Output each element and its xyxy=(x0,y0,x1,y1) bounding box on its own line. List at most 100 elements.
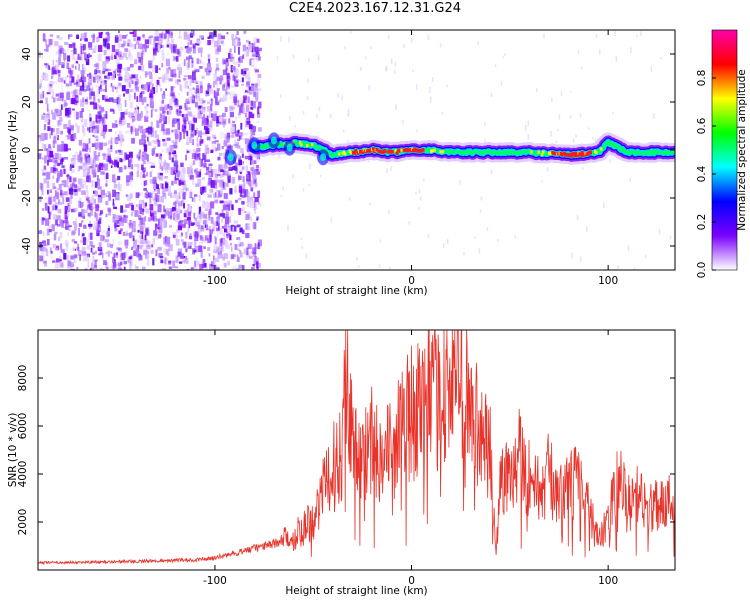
noise-speck xyxy=(116,97,120,105)
noise-speck xyxy=(257,87,262,92)
noise-speck xyxy=(75,217,77,221)
noise-speck xyxy=(242,44,246,52)
noise-speck xyxy=(132,246,135,249)
noise-speck xyxy=(236,254,239,262)
noise-speck xyxy=(210,98,213,102)
noise-speck xyxy=(252,130,256,136)
noise-speck xyxy=(181,114,184,118)
noise-speck xyxy=(82,89,86,93)
noise-speck xyxy=(106,59,109,64)
noise-speck xyxy=(148,62,152,69)
noise-speck xyxy=(82,44,86,51)
noise-speck xyxy=(92,255,95,263)
noise-speck xyxy=(174,200,179,204)
noise-speck xyxy=(127,122,131,128)
noise-speck xyxy=(76,157,79,160)
noise-speck xyxy=(38,138,42,144)
noise-speck xyxy=(252,54,256,57)
noise-speck xyxy=(155,195,160,203)
noise-speck xyxy=(154,30,159,37)
noise-speck xyxy=(217,123,222,127)
noise-speck xyxy=(42,217,46,221)
noise-speck xyxy=(252,160,257,164)
noise-speck xyxy=(234,45,236,53)
x-tick-label: 100 xyxy=(598,575,618,587)
noise-speck xyxy=(218,153,223,156)
noise-speck xyxy=(58,122,62,126)
noise-speck xyxy=(167,191,171,196)
noise-speck xyxy=(91,241,94,249)
noise-speck xyxy=(154,146,156,150)
noise-speck xyxy=(96,80,99,84)
noise-speck xyxy=(232,226,235,231)
noise-speck xyxy=(187,42,190,48)
noise-speck xyxy=(217,193,223,197)
noise-speck xyxy=(131,131,133,135)
noise-speck xyxy=(220,169,224,173)
noise-speck xyxy=(153,140,158,144)
noise-speck xyxy=(135,40,140,45)
noise-speck xyxy=(117,247,122,252)
noise-speck xyxy=(169,98,174,105)
noise-speck xyxy=(226,206,229,215)
noise-speck xyxy=(234,165,238,171)
noise-speck xyxy=(192,139,194,142)
noise-speck xyxy=(42,157,45,160)
noise-speck xyxy=(241,153,244,158)
noise-speck xyxy=(139,149,141,153)
noise-speck xyxy=(226,72,230,80)
noise-speck xyxy=(155,65,159,73)
noise-speck xyxy=(208,164,213,172)
noise-speck xyxy=(231,126,235,133)
ridge-blob xyxy=(286,143,293,152)
page-title: C2E4.2023.167.12.31.G24 xyxy=(288,1,462,16)
noise-speck xyxy=(200,236,203,241)
noise-speck xyxy=(408,221,410,225)
noise-speck xyxy=(79,111,83,119)
noise-speck xyxy=(231,66,236,71)
noise-speck xyxy=(230,122,235,129)
noise-speck xyxy=(167,148,170,152)
noise-speck xyxy=(116,247,121,251)
noise-speck xyxy=(114,159,118,168)
noise-speck xyxy=(43,112,46,115)
noise-speck xyxy=(216,67,220,71)
noise-speck xyxy=(251,65,254,68)
noise-speck xyxy=(227,202,230,210)
noise-speck xyxy=(44,63,48,66)
noise-speck xyxy=(543,33,545,39)
noise-speck xyxy=(44,72,47,78)
noise-speck xyxy=(172,195,177,199)
noise-speck xyxy=(161,37,163,43)
noise-speck xyxy=(233,93,238,99)
noise-speck xyxy=(308,58,310,62)
ridge-peak xyxy=(542,150,545,154)
noise-speck xyxy=(191,141,195,146)
noise-speck xyxy=(248,41,251,47)
noise-speck xyxy=(160,259,164,264)
noise-speck xyxy=(251,183,256,187)
noise-speck xyxy=(219,238,222,247)
noise-speck xyxy=(74,56,78,62)
noise-speck xyxy=(50,127,53,136)
noise-speck xyxy=(118,41,120,49)
noise-speck xyxy=(140,52,144,60)
noise-speck xyxy=(221,118,227,125)
noise-speck xyxy=(68,34,73,37)
noise-speck xyxy=(169,145,174,153)
noise-speck xyxy=(250,128,253,136)
noise-speck xyxy=(185,256,188,260)
noise-speck xyxy=(386,168,388,174)
noise-speck xyxy=(115,150,118,154)
noise-speck xyxy=(194,246,199,250)
noise-speck xyxy=(142,266,146,270)
noise-speck xyxy=(72,94,74,98)
noise-speck xyxy=(174,129,178,136)
noise-speck xyxy=(129,179,132,186)
noise-speck xyxy=(213,220,216,223)
noise-speck xyxy=(378,264,381,268)
noise-speck xyxy=(148,193,153,198)
noise-speck xyxy=(186,62,189,70)
noise-speck xyxy=(115,224,120,227)
noise-speck xyxy=(180,232,183,237)
